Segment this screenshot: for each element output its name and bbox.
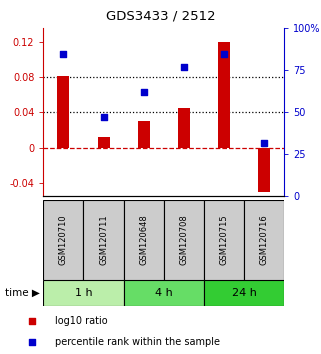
Point [61, 51, 66, 56]
Bar [258, 148, 270, 192]
Bar [57, 76, 69, 148]
Point [181, 64, 186, 70]
Bar [164, 200, 204, 280]
Text: GSM120715: GSM120715 [219, 215, 229, 265]
Point [141, 89, 146, 95]
Bar [98, 137, 109, 148]
Point [261, 140, 266, 145]
Point [101, 115, 106, 120]
Bar [43, 200, 83, 280]
Bar [178, 108, 190, 148]
Bar [138, 121, 150, 148]
Text: GDS3433 / 2512: GDS3433 / 2512 [106, 9, 215, 22]
Bar [204, 200, 244, 280]
Text: GSM120716: GSM120716 [259, 215, 269, 265]
Text: GSM120708: GSM120708 [179, 215, 188, 265]
Bar [204, 280, 284, 306]
Text: GSM120710: GSM120710 [59, 215, 68, 265]
Point [30, 318, 35, 324]
Text: GSM120711: GSM120711 [99, 215, 108, 265]
Bar [124, 280, 204, 306]
Bar [43, 280, 124, 306]
Text: percentile rank within the sample: percentile rank within the sample [55, 337, 220, 347]
Text: 4 h: 4 h [155, 288, 173, 298]
Text: 24 h: 24 h [231, 288, 256, 298]
Point [221, 51, 226, 56]
Bar [244, 200, 284, 280]
Bar [218, 42, 230, 148]
Bar [124, 200, 164, 280]
Text: log10 ratio: log10 ratio [55, 315, 107, 326]
Text: GSM120648: GSM120648 [139, 215, 148, 265]
Text: 1 h: 1 h [75, 288, 92, 298]
Point [30, 339, 35, 345]
Text: time ▶: time ▶ [5, 288, 40, 298]
Bar [83, 200, 124, 280]
